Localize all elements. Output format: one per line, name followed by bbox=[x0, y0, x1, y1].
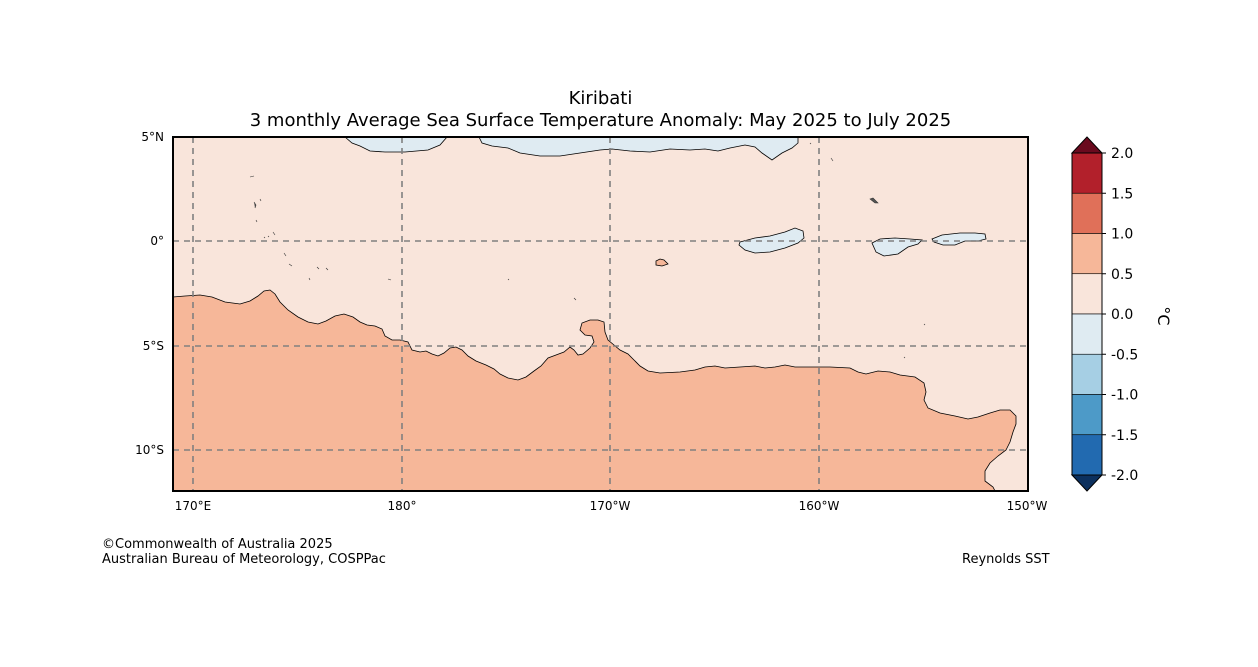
colorbar-band bbox=[1071, 152, 1103, 194]
lon-label-170e: 170°E bbox=[175, 499, 212, 513]
map-frame bbox=[172, 136, 1029, 492]
colorbar-band bbox=[1071, 353, 1103, 395]
colorbar-tick-label: -1.5 bbox=[1111, 428, 1138, 444]
map-subtitle: 3 monthly Average Sea Surface Temperatur… bbox=[249, 110, 952, 131]
anomaly-region-neg-north bbox=[343, 136, 448, 153]
anomaly-region-neg-north-east bbox=[478, 136, 799, 161]
map-title: Kiribati bbox=[568, 88, 633, 109]
anomaly-patch-pos-small bbox=[655, 258, 669, 267]
data-source-text: Reynolds SST bbox=[962, 552, 1050, 567]
colorbar-unit-label: °C bbox=[1154, 306, 1173, 325]
agency-text: Australian Bureau of Meteorology, COSPPa… bbox=[102, 552, 386, 567]
colorbar-band bbox=[1071, 434, 1103, 476]
colorbar-tick-label: -1.0 bbox=[1111, 388, 1138, 404]
lat-label-5s: 5°S bbox=[143, 339, 164, 353]
anomaly-patch-neg-2 bbox=[871, 237, 923, 257]
lon-label-180: 180° bbox=[388, 499, 417, 513]
colorbar-tick-label: 2.0 bbox=[1111, 146, 1133, 162]
lat-label-5n: 5°N bbox=[141, 130, 164, 144]
anomaly-region-0.5-to-1.0 bbox=[172, 289, 1017, 492]
colorbar-tick-label: -2.0 bbox=[1111, 468, 1138, 484]
colorbar-tick-label: 0.5 bbox=[1111, 267, 1133, 283]
colorbar-band bbox=[1071, 394, 1103, 436]
island-markers bbox=[249, 142, 926, 359]
colorbar-tick-label: -0.5 bbox=[1111, 347, 1138, 363]
colorbar-band bbox=[1071, 313, 1103, 355]
colorbar-band bbox=[1071, 192, 1103, 234]
colorbar-band bbox=[1071, 233, 1103, 275]
lat-label-0: 0° bbox=[150, 234, 164, 248]
colorbar-extend-low bbox=[1070, 474, 1104, 492]
colorbar: 2.0 1.5 1.0 0.5 0.0 -0.5 -1.0 -1.5 -2.0 °C bbox=[1070, 136, 1173, 492]
colorbar-extend-high bbox=[1070, 136, 1104, 154]
colorbar-tick-label: 0.0 bbox=[1111, 307, 1133, 323]
lon-label-150w: 150°W bbox=[1007, 499, 1048, 513]
colorbar-band bbox=[1071, 273, 1103, 315]
colorbar-tick-label: 1.5 bbox=[1111, 186, 1133, 202]
lat-label-10s: 10°S bbox=[135, 443, 164, 457]
anomaly-patch-neg-3 bbox=[931, 232, 987, 246]
graticule bbox=[173, 137, 1028, 491]
copyright-text: ©Commonwealth of Australia 2025 bbox=[102, 537, 333, 552]
colorbar-tick-label: 1.0 bbox=[1111, 227, 1133, 243]
lon-label-170w: 170°W bbox=[590, 499, 631, 513]
lon-label-160w: 160°W bbox=[799, 499, 840, 513]
